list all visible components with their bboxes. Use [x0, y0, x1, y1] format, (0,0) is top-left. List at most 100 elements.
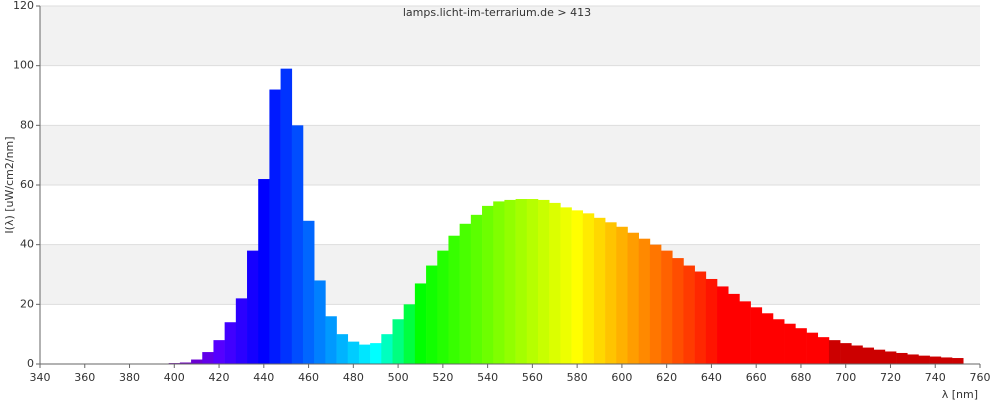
bar — [784, 323, 796, 364]
bar — [560, 207, 572, 364]
bar — [426, 265, 438, 364]
x-tick-label: 380 — [119, 371, 140, 384]
bar — [482, 205, 494, 364]
bar — [403, 304, 416, 364]
bar — [280, 68, 293, 365]
bar — [873, 349, 886, 364]
x-tick-label: 620 — [656, 371, 677, 384]
bar — [247, 250, 259, 364]
bar — [929, 356, 942, 364]
bar — [414, 283, 427, 364]
x-tick-label: 720 — [880, 371, 901, 384]
y-tick-label: 80 — [20, 118, 34, 131]
bar — [325, 316, 337, 364]
x-tick-label: 580 — [567, 371, 588, 384]
bar — [549, 202, 561, 364]
bar — [795, 328, 807, 364]
bar — [851, 345, 863, 364]
x-axis-label: λ [nm] — [942, 388, 978, 400]
bar — [952, 358, 964, 364]
bar — [616, 226, 628, 364]
bar — [717, 286, 729, 364]
bar — [605, 222, 617, 364]
x-tick-label: 540 — [477, 371, 498, 384]
bar — [705, 278, 718, 364]
y-tick-label: 40 — [20, 238, 34, 251]
bar — [381, 334, 393, 364]
bar — [627, 232, 639, 364]
bar — [358, 344, 371, 364]
bar — [772, 319, 785, 364]
bar — [493, 201, 505, 364]
bar — [739, 301, 751, 364]
band — [40, 6, 980, 66]
x-tick-label: 340 — [30, 371, 51, 384]
x-tick-label: 520 — [432, 371, 453, 384]
y-tick-label: 120 — [13, 0, 34, 12]
bar — [459, 223, 472, 364]
x-tick-label: 700 — [835, 371, 856, 384]
bar — [258, 179, 270, 364]
bar — [694, 271, 707, 364]
x-tick-label: 500 — [388, 371, 409, 384]
bar — [336, 334, 349, 364]
bar — [224, 322, 237, 364]
bar — [940, 357, 953, 364]
bar — [761, 313, 774, 364]
y-axis-label: I(λ) [uW/cm2/nm] — [3, 136, 16, 233]
bar — [314, 280, 326, 364]
x-tick-label: 460 — [298, 371, 319, 384]
bar — [638, 238, 651, 364]
bar — [828, 340, 841, 364]
x-tick-label: 760 — [970, 371, 991, 384]
bar — [537, 199, 550, 364]
x-tick-label: 640 — [701, 371, 722, 384]
bar — [649, 244, 662, 364]
band — [40, 125, 980, 185]
bar — [817, 337, 830, 364]
bar — [448, 235, 460, 364]
bar — [470, 214, 483, 364]
x-tick-label: 360 — [74, 371, 95, 384]
bar — [806, 332, 819, 364]
bar — [179, 362, 192, 364]
chart-title: lamps.licht-im-terrarium.de > 413 — [403, 6, 591, 19]
x-tick-label: 420 — [209, 371, 230, 384]
x-tick-label: 600 — [611, 371, 632, 384]
bar — [235, 298, 248, 364]
x-tick-label: 560 — [522, 371, 543, 384]
x-tick-label: 740 — [925, 371, 946, 384]
bar — [269, 89, 281, 365]
bar — [862, 347, 874, 364]
bar — [661, 250, 673, 364]
bar — [672, 258, 684, 364]
bar — [840, 343, 852, 364]
bar — [907, 354, 919, 364]
y-tick-label: 20 — [20, 297, 34, 310]
bar — [571, 210, 584, 364]
bar — [750, 307, 763, 364]
bar — [896, 352, 908, 364]
y-tick-label: 0 — [27, 357, 34, 370]
bar — [526, 199, 539, 364]
bar — [683, 265, 695, 364]
bar — [291, 125, 304, 364]
y-tick-label: 100 — [13, 59, 34, 72]
bar — [884, 351, 897, 364]
bar — [213, 340, 225, 364]
bar — [728, 293, 740, 364]
bar — [515, 199, 528, 364]
x-tick-label: 400 — [164, 371, 185, 384]
bar — [392, 319, 404, 364]
bar — [504, 199, 516, 364]
bar — [302, 220, 315, 364]
x-tick-label: 660 — [746, 371, 767, 384]
x-tick-label: 680 — [790, 371, 811, 384]
bar — [202, 352, 214, 364]
bar — [593, 217, 606, 364]
bar — [437, 250, 449, 364]
bar — [370, 343, 382, 364]
bar — [918, 355, 930, 364]
bar — [347, 341, 360, 364]
